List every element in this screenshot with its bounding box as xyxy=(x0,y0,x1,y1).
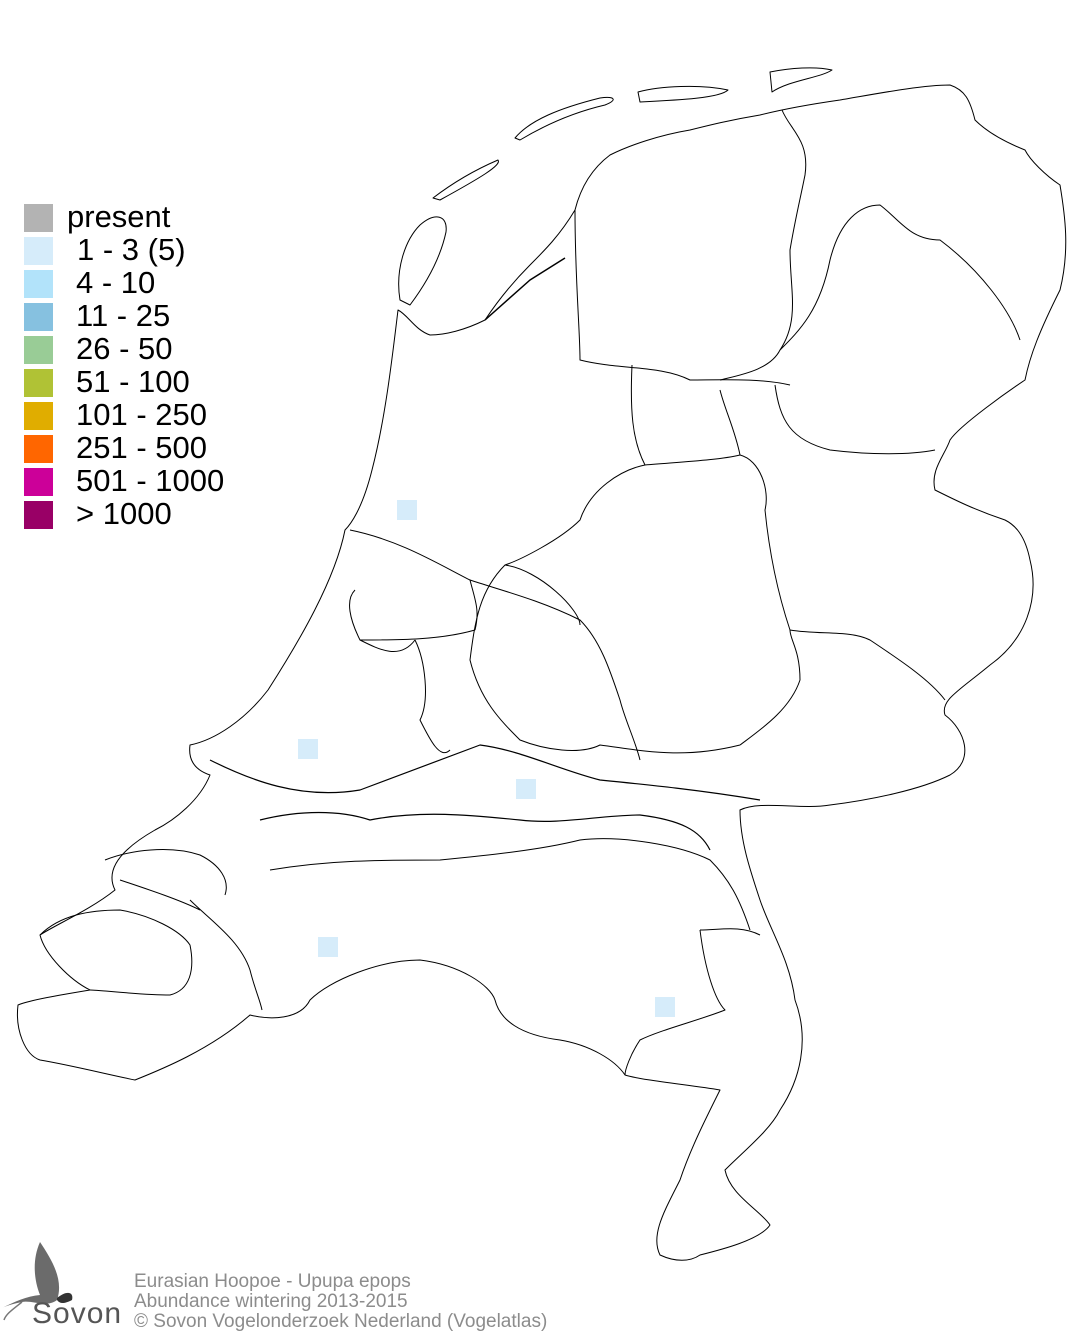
legend-swatch xyxy=(24,237,53,265)
legend-label: > 1000 xyxy=(76,496,172,531)
legend-label: 11 - 25 xyxy=(76,298,171,333)
legend-label: 1 - 3 (5) xyxy=(77,232,186,267)
abundance-cell xyxy=(318,937,338,957)
legend-label: 51 - 100 xyxy=(76,364,190,399)
border-noord-zuid-holland xyxy=(349,529,478,641)
zeeland-islands xyxy=(39,849,227,996)
border-flevoland xyxy=(630,364,741,466)
legend-label: 101 - 250 xyxy=(76,397,207,432)
abundance-cell xyxy=(516,779,536,799)
map-subtitle: Abundance wintering 2013-2015 xyxy=(134,1291,408,1312)
legend-swatch xyxy=(24,336,53,364)
legend-swatch xyxy=(24,435,53,463)
river-lek xyxy=(259,811,711,851)
island-vlieland xyxy=(432,159,499,201)
legend-label: 501 - 1000 xyxy=(76,463,225,498)
border-gelderland-west xyxy=(469,464,801,754)
legend-swatch xyxy=(24,402,53,430)
swallow-logo-icon xyxy=(2,1242,73,1321)
river-maas-waal xyxy=(209,744,761,801)
abundance-cell xyxy=(298,739,318,759)
legend-swatch xyxy=(24,369,53,397)
border-limburg xyxy=(624,928,761,1076)
island-schiermonnikoog xyxy=(769,67,833,93)
legend-swatch xyxy=(24,501,53,529)
legend-swatch xyxy=(24,468,53,496)
island-texel xyxy=(398,216,447,306)
legend-label: 4 - 10 xyxy=(76,265,156,300)
island-terschelling xyxy=(514,97,614,141)
island-ameland xyxy=(637,85,729,103)
abundance-cell xyxy=(397,500,417,520)
map-credits: Eurasian Hoopoe - Upupa epops Abundance … xyxy=(134,1272,547,1332)
border-overijssel xyxy=(739,384,946,701)
legend-swatch xyxy=(24,204,53,232)
legend-swatch xyxy=(24,270,53,298)
legend-label: present xyxy=(67,199,171,234)
border-zuid-holland-east xyxy=(359,639,451,753)
afsluitdijk xyxy=(484,257,566,321)
copyright: © Sovon Vogelonderzoek Nederland (Vogela… xyxy=(134,1311,548,1332)
border-groningen-drenthe xyxy=(779,204,1021,351)
legend-label: 251 - 500 xyxy=(76,430,207,465)
border-utrecht xyxy=(469,564,641,761)
legend-swatch xyxy=(24,303,53,331)
sovon-logo-text: Sovon xyxy=(32,1297,123,1330)
legend-label: 26 - 50 xyxy=(76,331,173,366)
border-brabant-north xyxy=(269,838,751,931)
abundance-cell xyxy=(655,997,675,1017)
border-friesland-groningen xyxy=(719,109,807,381)
abundance-cells xyxy=(298,500,675,1017)
border-friesland-south xyxy=(574,209,791,386)
border-zeeland xyxy=(119,879,263,1011)
species-title: Eurasian Hoopoe - Upupa epops xyxy=(134,1271,411,1292)
